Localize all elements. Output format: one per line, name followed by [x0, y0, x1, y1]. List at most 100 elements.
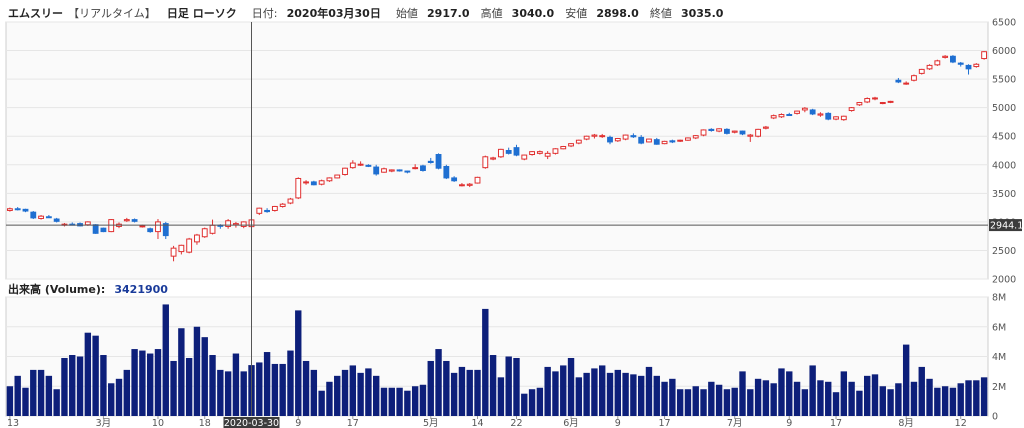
volume-bar: [162, 304, 169, 416]
volume-bar: [934, 387, 941, 416]
candle-body: [638, 136, 645, 144]
volume-bar: [715, 384, 723, 416]
x-tick-label: 17: [830, 418, 842, 428]
volume-bar: [154, 349, 162, 416]
volume-bar: [957, 383, 964, 416]
candle-body: [482, 156, 489, 169]
candle-body: [622, 134, 629, 140]
candle-body: [264, 209, 271, 213]
volume-bar: [318, 390, 325, 416]
candle-body: [856, 102, 863, 106]
candle-body: [833, 116, 839, 120]
volume-bar: [864, 375, 871, 416]
volume-bar: [295, 310, 302, 416]
candle-body: [778, 114, 785, 118]
candle-body: [981, 51, 988, 60]
candle-body: [30, 211, 37, 219]
volume-bar: [185, 357, 193, 416]
volume-bar: [786, 371, 793, 416]
candle-body: [599, 135, 606, 138]
volume-bar: [778, 368, 785, 416]
candle-body: [879, 102, 886, 105]
open-value: 2917.0: [427, 7, 470, 20]
volume-bar: [700, 389, 707, 416]
candle-body: [903, 82, 910, 85]
volume-bar: [918, 366, 925, 416]
volume-bar: [263, 352, 271, 416]
volume-bar: [334, 375, 341, 416]
volume-bar: [341, 369, 349, 416]
candle-body: [918, 68, 925, 74]
candle-body: [521, 154, 528, 160]
candle-body: [692, 135, 699, 139]
volume-bar: [801, 389, 809, 416]
candle-body: [708, 128, 715, 132]
candle-body: [490, 157, 497, 160]
volume-bar: [809, 365, 816, 416]
volume-bar: [505, 356, 512, 416]
volume-bar: [302, 360, 310, 416]
volume-bar: [770, 383, 777, 416]
candle-body: [926, 64, 933, 70]
volume-bar: [388, 387, 395, 416]
chart-kind: 日足 ローソク: [167, 7, 237, 20]
candle-body: [162, 223, 169, 237]
volume-label: 出来高 (Volume):: [8, 282, 105, 296]
candle-body: [770, 115, 777, 119]
volume-bar: [497, 377, 505, 416]
crosshair-date-label-box: [223, 417, 280, 428]
candle-body: [396, 169, 403, 172]
volume-bar: [567, 357, 575, 416]
volume-bar: [396, 387, 403, 416]
candle-body: [170, 247, 177, 257]
candle-body: [607, 136, 613, 143]
crosshair-date-label: 2020-03-30: [224, 418, 279, 428]
candle-body: [786, 114, 793, 117]
candle-body: [466, 183, 473, 186]
price-y-axis: 6500600055005000450040003500300025002000: [992, 18, 1016, 286]
volume-bar: [61, 357, 68, 416]
candle-body: [957, 62, 964, 65]
candle-body: [591, 134, 598, 137]
volume-bar: [193, 326, 201, 416]
candle-body: [22, 208, 29, 212]
x-tick-label: 6月: [563, 418, 579, 428]
volume-bar: [552, 371, 559, 416]
candle-body: [6, 208, 13, 211]
candle-body: [326, 177, 333, 182]
high-label: 高値: [481, 6, 503, 20]
candle-body: [872, 97, 878, 100]
volume-tick-label: 8M: [992, 293, 1006, 304]
candle-body: [536, 151, 543, 154]
volume-bar: [708, 381, 715, 416]
candle-body: [950, 55, 956, 63]
volume-bar: [435, 349, 442, 416]
volume-header: 出来高 (Volume): 3421900: [8, 278, 168, 297]
x-tick-label: 22: [510, 418, 522, 428]
price-grid: [6, 21, 988, 280]
candle-body: [560, 146, 567, 150]
price-tick-label: 4000: [992, 160, 1016, 171]
volume-bar: [482, 308, 489, 416]
volume-bar: [637, 375, 645, 416]
candle-body: [194, 234, 200, 243]
x-tick-label: 3月: [96, 418, 112, 428]
candle-body: [108, 219, 115, 233]
candle-body: [755, 128, 762, 137]
volume-bar: [591, 368, 598, 416]
volume-bar: [115, 378, 123, 416]
volume-bar: [22, 387, 29, 416]
price-tick-label: 2500: [992, 246, 1016, 257]
volume-bar: [14, 375, 21, 416]
volume-bar: [380, 387, 388, 416]
candle-body: [965, 64, 972, 70]
volume-bar: [817, 380, 824, 416]
candle-body: [653, 139, 660, 145]
candle-body: [147, 228, 154, 233]
volume-bar: [684, 389, 692, 416]
candle-body: [404, 170, 411, 173]
volume-bar: [544, 366, 551, 416]
close-label: 終値: [650, 6, 672, 20]
volume-bar: [108, 383, 115, 416]
